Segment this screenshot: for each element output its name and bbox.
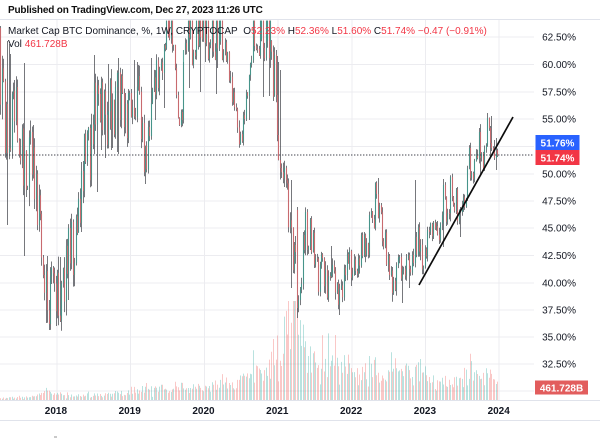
- svg-text:51.74%: 51.74%: [541, 154, 575, 165]
- svg-text:62.50%: 62.50%: [542, 33, 576, 44]
- svg-text:40.00%: 40.00%: [542, 279, 576, 290]
- svg-text:Vol 461.728B: Vol 461.728B: [8, 39, 68, 50]
- svg-text:57.50%: 57.50%: [542, 88, 576, 99]
- svg-text:37.50%: 37.50%: [542, 306, 576, 317]
- svg-text:2019: 2019: [119, 406, 142, 417]
- svg-text:2022: 2022: [340, 406, 363, 417]
- svg-text:461.728B: 461.728B: [540, 384, 583, 395]
- svg-text:2024: 2024: [488, 406, 511, 417]
- svg-text:2018: 2018: [45, 406, 68, 417]
- svg-text:35.00%: 35.00%: [542, 333, 576, 344]
- svg-text:50.00%: 50.00%: [542, 170, 576, 181]
- svg-text:51.76%: 51.76%: [541, 139, 575, 150]
- svg-text:55.00%: 55.00%: [542, 115, 576, 126]
- svg-text:60.00%: 60.00%: [542, 60, 576, 71]
- svg-text:2021: 2021: [266, 406, 289, 417]
- svg-text:2023: 2023: [414, 406, 437, 417]
- svg-text:32.50%: 32.50%: [542, 360, 576, 371]
- svg-text:42.50%: 42.50%: [542, 251, 576, 262]
- svg-text:47.50%: 47.50%: [542, 197, 576, 208]
- svg-text:Published on TradingView.com,: Published on TradingView.com, Dec 27, 20…: [8, 5, 263, 16]
- svg-text:Market Cap BTC Dominance, %, 1: Market Cap BTC Dominance, %, 1W, CRYPTOC…: [8, 26, 487, 37]
- svg-text:2020: 2020: [192, 406, 215, 417]
- svg-text:45.00%: 45.00%: [542, 224, 576, 235]
